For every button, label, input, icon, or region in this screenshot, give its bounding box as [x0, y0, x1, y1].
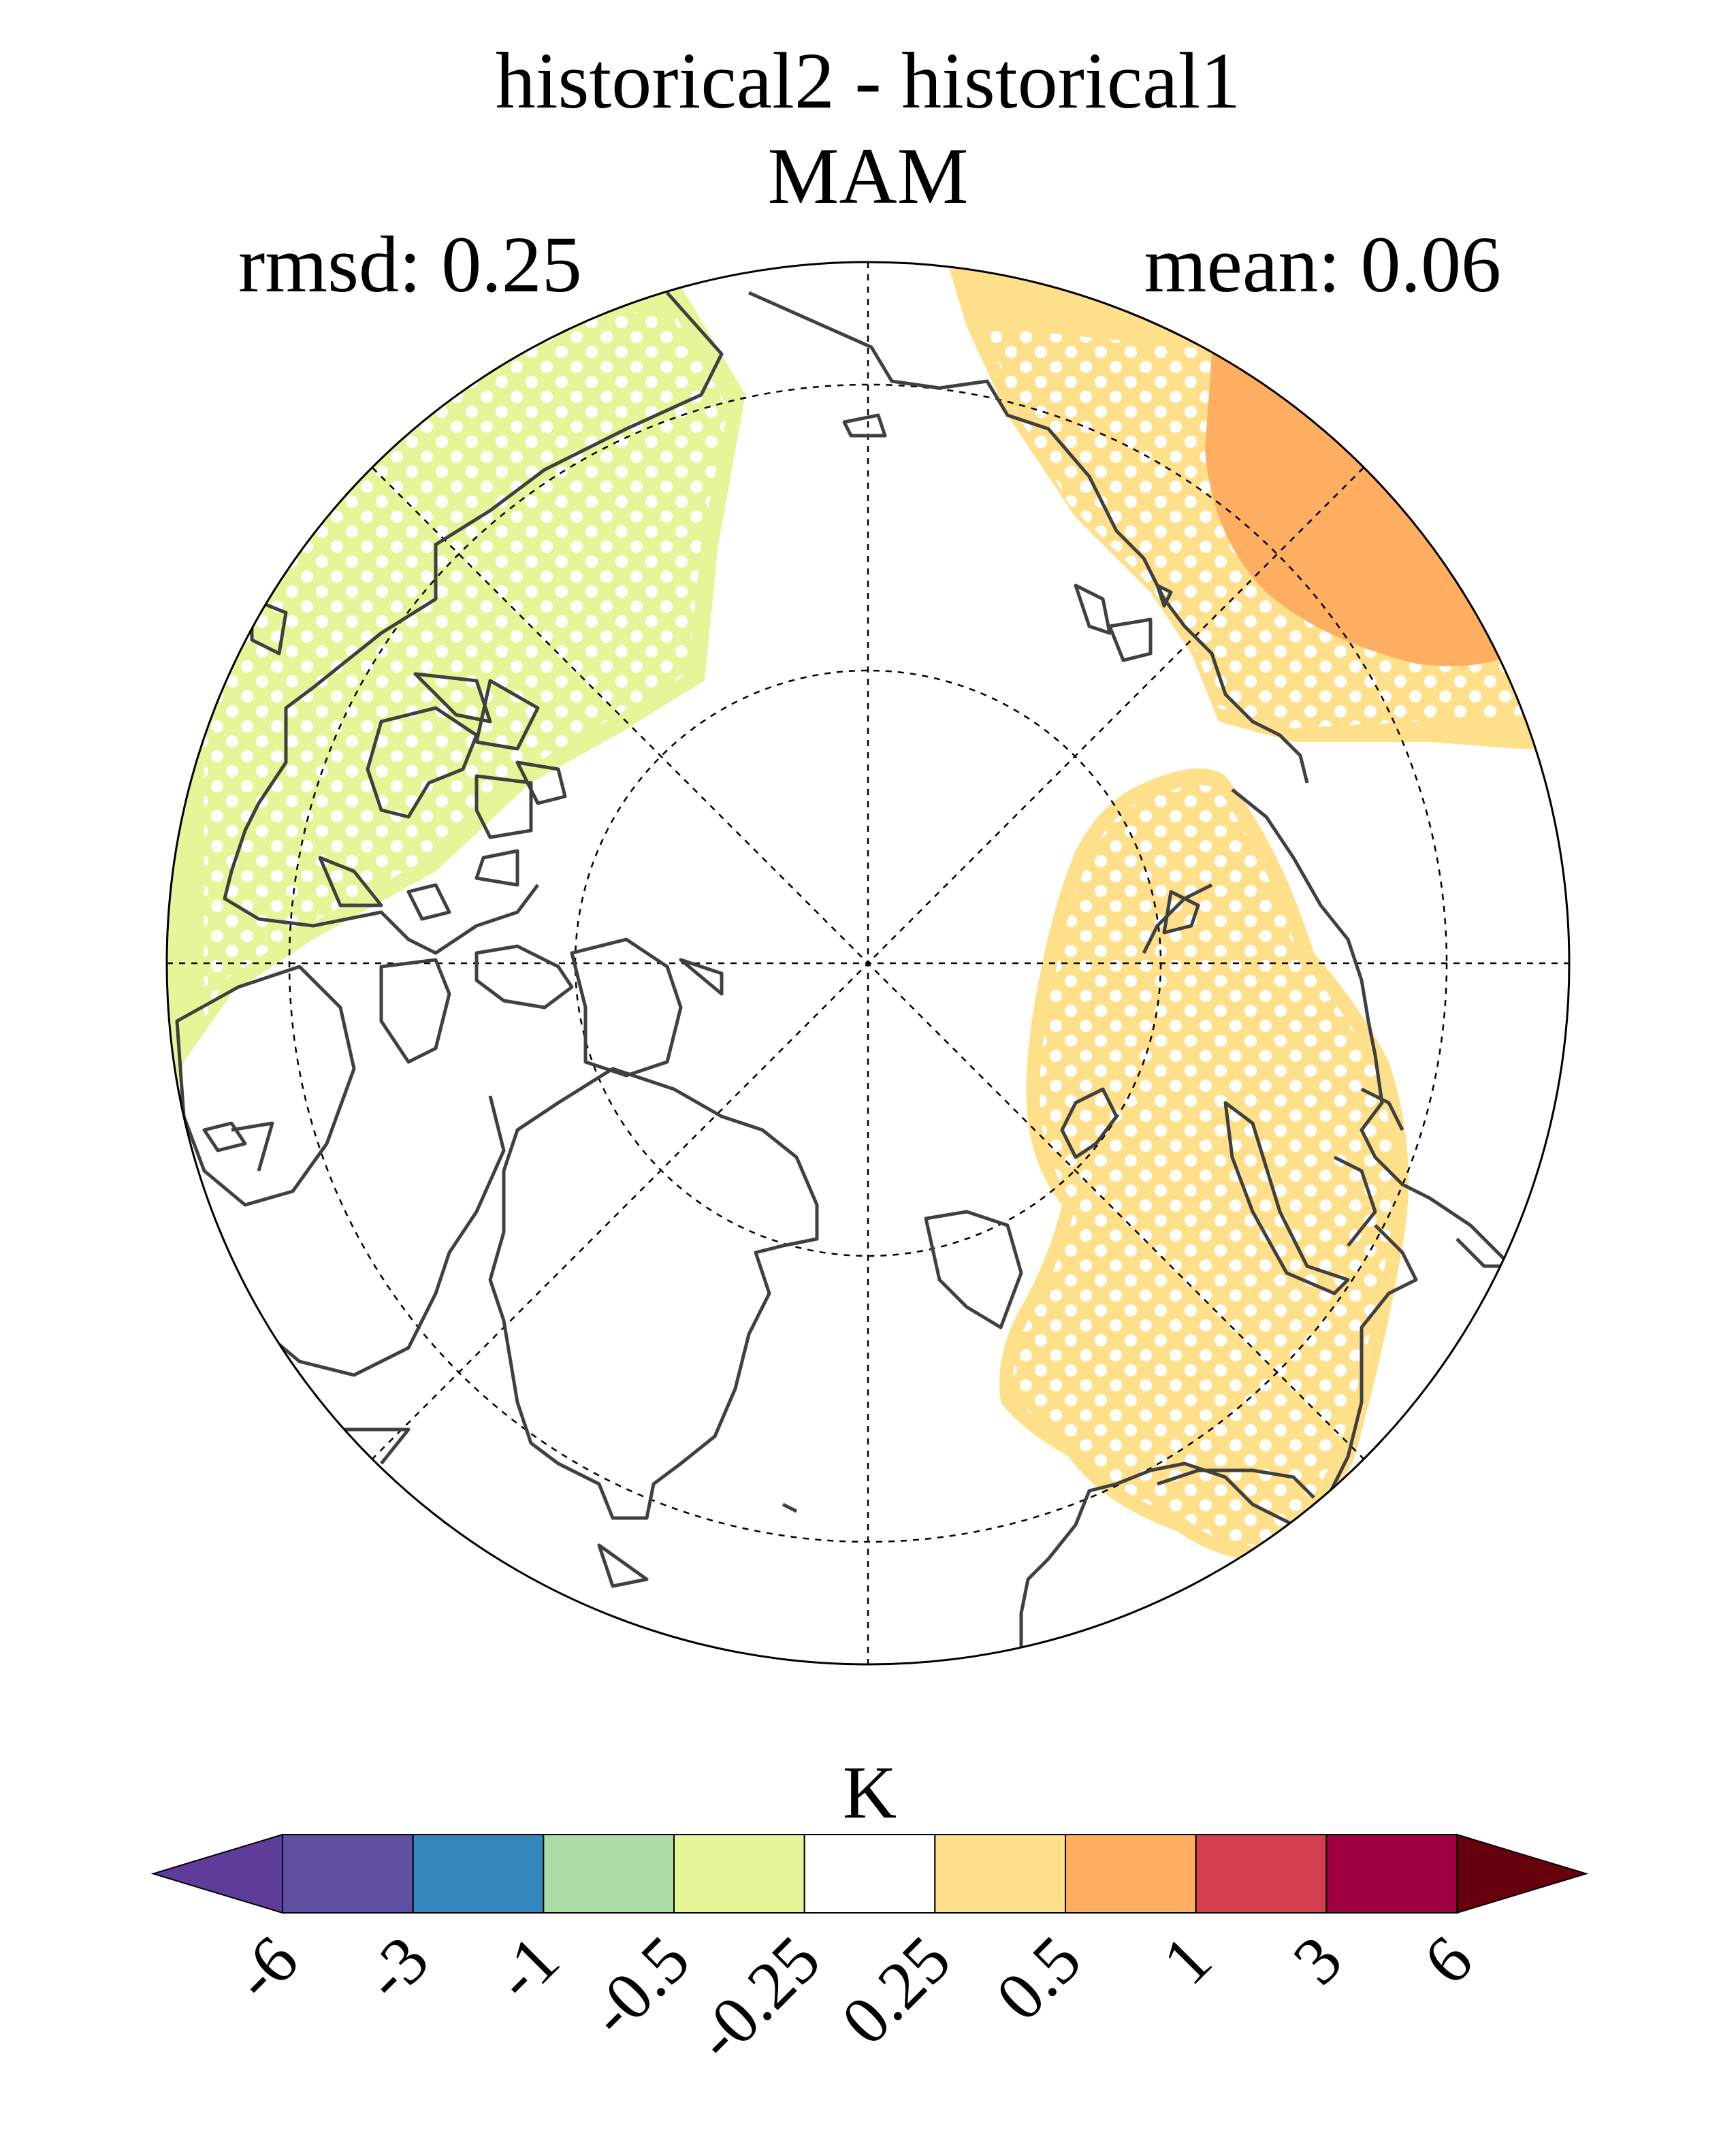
rmsd-label: rmsd: 0.25 [238, 220, 582, 309]
mean-label: mean: 0.06 [1144, 220, 1501, 309]
colorbar-tick-label: 0.5 [982, 1921, 1095, 2035]
siberia-stippling [1013, 785, 1396, 1547]
colorbar-box [934, 1834, 1067, 1914]
colorbar-tick-label: 3 [1279, 1921, 1356, 1999]
colorbar-tick-label: 1 [1148, 1921, 1226, 1999]
colorbar-tick-label: -6 [219, 1921, 312, 2014]
colorbar-unit: K [843, 1751, 897, 1834]
colorbar-tick-label: -0.25 [681, 1921, 835, 2075]
colorbar-box [412, 1834, 545, 1914]
colorbar-tick-label: 0.25 [827, 1921, 965, 2059]
pacific-strong-anomaly-region [1205, 352, 1532, 666]
colorbar-box [1195, 1834, 1328, 1914]
colorbar-tick-label: -1 [480, 1921, 573, 2014]
colorbar-box [803, 1834, 936, 1914]
colorbar-box [1325, 1834, 1458, 1914]
colorbar-extend-low [150, 1833, 283, 1914]
colorbar-box [282, 1834, 414, 1914]
map-boundary [165, 261, 1571, 1666]
polar-map [165, 261, 1571, 1666]
colorbar-box [1065, 1834, 1197, 1914]
plot-subtitle: MAM [767, 131, 969, 221]
colorbar-tick-label: -0.5 [574, 1921, 703, 2050]
colorbar-extend-high [1456, 1833, 1589, 1914]
plot-title: historical2 - historical1 [495, 36, 1241, 125]
colorbar-tick-label: 6 [1409, 1921, 1487, 1999]
colorbar-box [543, 1834, 675, 1914]
colorbar-box [673, 1834, 805, 1914]
colorbar-tick-label: -3 [349, 1921, 443, 2014]
